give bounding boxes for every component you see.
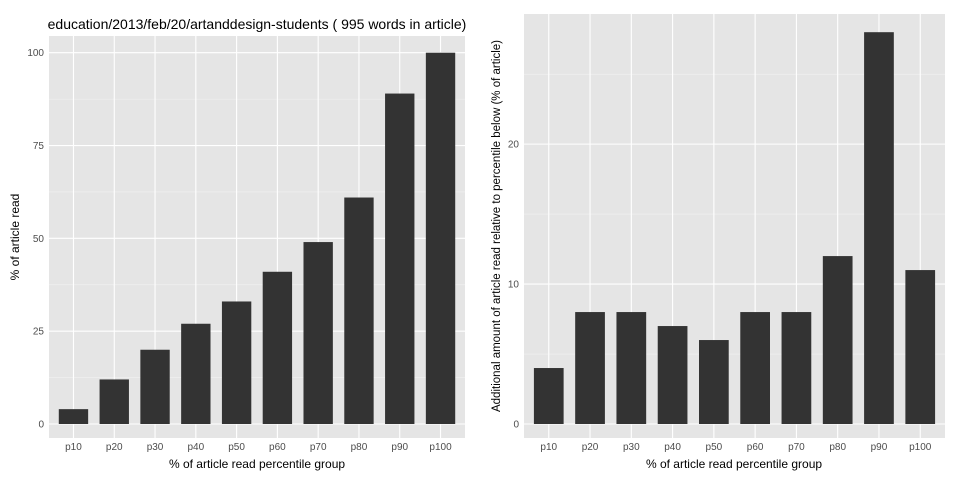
x-tick-label: p70: [310, 442, 327, 453]
bar-p40: [657, 326, 688, 424]
x-axis-label: % of article read percentile group: [646, 457, 822, 471]
x-axis-label: % of article read percentile group: [169, 457, 345, 471]
y-tick-label: 50: [33, 234, 45, 245]
x-tick-label: p20: [582, 442, 599, 453]
bar-p20: [99, 379, 129, 424]
bar-p90: [864, 32, 894, 424]
bar-p20: [575, 312, 605, 424]
y-tick-label: 20: [508, 140, 520, 151]
x-tick-label: p20: [106, 442, 123, 453]
x-tick-label: p30: [623, 442, 640, 453]
x-tick-label: p10: [65, 442, 82, 453]
x-tick-label: p40: [187, 442, 204, 453]
x-tick-label: p80: [829, 442, 846, 453]
bar-p30: [616, 312, 647, 424]
bar-p100: [905, 270, 936, 424]
bar-p10: [533, 368, 564, 424]
x-tick-label: p100: [429, 442, 452, 453]
bar-p50: [699, 340, 729, 424]
chart-title: education/2013/feb/20/artanddesign-stude…: [48, 16, 467, 32]
bar-p10: [58, 409, 89, 424]
chart-right: 0 10 20 p10 p20 p30 p40 p50 p60 p70 p80 p90 p100 % …: [491, 14, 945, 471]
y-tick-labels: 0 25 50 75 100: [27, 48, 44, 430]
bar-p70: [781, 312, 812, 424]
bar-p30: [140, 349, 170, 424]
bar-p50: [221, 301, 252, 424]
bar-p70: [303, 242, 333, 424]
y-axis-label: Additional amount of article read relati…: [491, 40, 503, 412]
y-tick-labels: 0 10 20: [508, 140, 520, 431]
x-tick-label: p40: [664, 442, 681, 453]
x-tick-label: p70: [788, 442, 805, 453]
bar-p80: [822, 256, 853, 424]
x-tick-label: p90: [871, 442, 888, 453]
x-tick-label: p30: [147, 442, 164, 453]
x-tick-label: p60: [747, 442, 764, 453]
bar-p80: [344, 197, 374, 424]
x-tick-label: p50: [706, 442, 723, 453]
x-tick-label: p60: [269, 442, 286, 453]
x-tick-label: p50: [228, 442, 245, 453]
x-tick-label: p10: [540, 442, 557, 453]
bar-p40: [181, 323, 211, 424]
x-tick-label: p100: [909, 442, 932, 453]
x-tick-labels: p10 p20 p30 p40 p50 p60 p70 p80 p90 p100: [65, 442, 452, 453]
y-tick-label: 0: [38, 420, 44, 431]
bar-p60: [262, 271, 293, 424]
y-tick-label: 25: [33, 327, 45, 338]
x-tick-labels: p10 p20 p30 p40 p50 p60 p70 p80 p90 p100: [540, 442, 931, 453]
y-tick-label: 0: [513, 420, 519, 431]
bar-p100: [425, 52, 456, 425]
bar-p90: [385, 93, 415, 425]
chart-left: education/2013/feb/20/artanddesign-stude…: [8, 16, 466, 471]
bar-p60: [740, 312, 770, 424]
x-tick-label: p90: [391, 442, 408, 453]
y-tick-label: 100: [27, 48, 44, 59]
y-tick-label: 75: [33, 141, 45, 152]
y-axis-label: % of article read: [8, 194, 22, 281]
bars: [58, 52, 456, 425]
bars: [533, 32, 936, 424]
x-tick-label: p80: [351, 442, 368, 453]
y-tick-label: 10: [508, 280, 520, 291]
